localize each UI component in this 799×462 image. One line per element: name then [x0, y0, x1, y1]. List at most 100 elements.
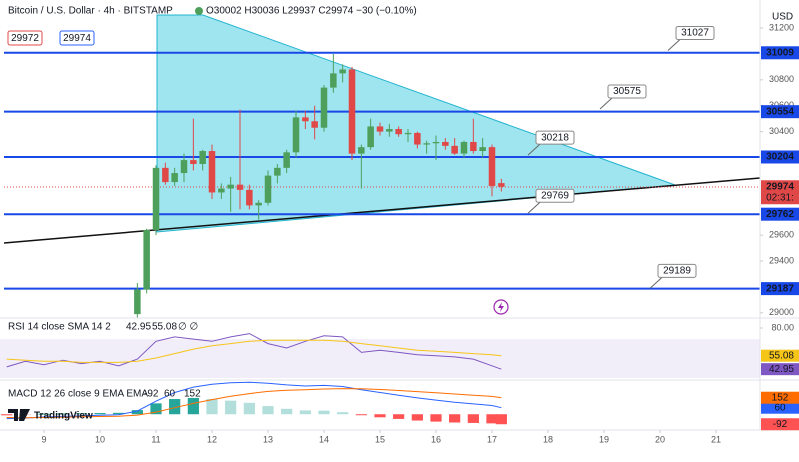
candle-body	[404, 132, 412, 135]
macd-histogram-bar	[486, 414, 498, 424]
x-tick-label: 20	[655, 434, 665, 444]
macd-histogram-bar	[57, 413, 69, 415]
x-tick-label: 15	[375, 434, 385, 444]
candle-body	[367, 126, 374, 148]
value-badge-label: 55.08	[769, 350, 794, 361]
macd-histogram-bar	[243, 402, 255, 415]
x-tick-label: 21	[711, 434, 721, 444]
level-badge	[761, 46, 799, 60]
candle-body	[479, 147, 486, 152]
level-badge	[761, 150, 799, 164]
candle-body	[339, 69, 346, 74]
candle-body	[302, 117, 309, 122]
x-tick-label: 9	[42, 434, 47, 444]
candle-body	[451, 145, 458, 154]
candle-body	[152, 167, 160, 230]
candle-body	[311, 121, 318, 128]
candle-body	[395, 129, 402, 135]
macd-histogram-bar	[299, 410, 311, 415]
macd-histogram-bar	[374, 414, 386, 418]
macd-histogram-bar	[206, 399, 218, 415]
candle-body	[442, 141, 449, 146]
rsi-title: RSI 14 close SMA 14 2	[8, 322, 111, 333]
candle-body	[330, 73, 337, 88]
macd-histogram-bar	[467, 414, 479, 423]
macd-histogram-bar	[94, 413, 106, 415]
candle-body	[264, 175, 272, 203]
sell-button[interactable]	[7, 30, 43, 46]
y-tick-label: 31200	[769, 22, 794, 32]
macd-histogram-bar	[318, 410, 330, 415]
legend-value: 55.08	[152, 322, 177, 333]
macd-title: MACD 12 26 close 9 EMA EMA	[8, 389, 148, 400]
x-tick-label: 10	[95, 434, 105, 444]
macd-histogram-bar	[150, 403, 162, 415]
candle-body	[470, 141, 477, 152]
callout-leader	[649, 276, 663, 289]
y-tick-label: 30800	[769, 74, 794, 84]
macd-histogram-bar	[495, 414, 507, 425]
candle-body	[358, 147, 365, 154]
candle-body	[274, 167, 281, 176]
callout-box	[535, 130, 575, 145]
macd-histogram-bar	[75, 413, 87, 415]
candle-body	[199, 151, 206, 164]
y-tick-label: 29000	[769, 307, 794, 317]
callout-label: 29189	[663, 265, 691, 276]
x-tick-label: 19	[599, 434, 609, 444]
callout-box	[607, 84, 647, 99]
x-tick-label: 17	[487, 434, 497, 444]
macd-histogram-bar	[337, 412, 349, 415]
candle-body	[432, 141, 440, 144]
candle-body	[348, 69, 356, 154]
macd-histogram-bar	[187, 397, 199, 415]
value-badge	[761, 349, 799, 362]
y-tick-label: 80.00	[771, 322, 794, 332]
candle-body	[180, 160, 188, 174]
macd-histogram-bar	[355, 414, 367, 416]
candle-body	[386, 129, 393, 132]
value-badge-label: 60	[774, 402, 786, 413]
legend-empty: ∅ ∅	[178, 322, 198, 333]
buy-button[interactable]	[59, 30, 95, 46]
y-tick-label: 29400	[769, 255, 794, 265]
x-tick-label: 12	[207, 434, 217, 444]
candle-body	[460, 141, 468, 154]
level-label: 29187	[766, 283, 794, 294]
callout-label: 31027	[681, 28, 709, 39]
candle-body	[376, 126, 384, 132]
candle-body	[208, 151, 216, 193]
level-label: 31009	[766, 47, 794, 58]
value-badge	[761, 391, 799, 404]
macd-histogram-bar	[38, 413, 50, 415]
macd-histogram-bar	[393, 414, 405, 419]
legend-value: -92	[144, 389, 159, 400]
chart-title: Bitcoin / U.S. Dollar · 4h · BITSTAMP	[8, 6, 173, 17]
x-tick-label: 11	[151, 434, 160, 444]
macd-line	[6, 381, 502, 420]
candle-body	[246, 189, 253, 206]
currency-label[interactable]: USD	[772, 12, 793, 23]
level-badge	[761, 282, 799, 296]
value-badge-label: -92	[773, 419, 788, 430]
callout-leader	[599, 97, 613, 110]
value-badge-label: 42.95	[769, 364, 794, 375]
ask-price[interactable]: 29974	[63, 33, 91, 44]
countdown: 02:31:	[766, 192, 794, 203]
candle-body	[498, 183, 505, 187]
rsi-line	[6, 339, 502, 363]
bid-price[interactable]: 29972	[11, 33, 39, 44]
candle-body	[255, 202, 262, 206]
callout-label: 29769	[541, 190, 569, 201]
x-tick-label: 13	[263, 434, 273, 444]
candle-body	[227, 184, 234, 189]
candle-body	[236, 184, 244, 190]
macd-histogram-bar	[449, 414, 461, 423]
level-label: 30204	[766, 152, 794, 163]
trend-line	[3, 177, 760, 244]
y-tick-label: 29600	[769, 230, 794, 240]
last-price-badge	[761, 180, 799, 205]
legend-value: 152	[184, 389, 201, 400]
